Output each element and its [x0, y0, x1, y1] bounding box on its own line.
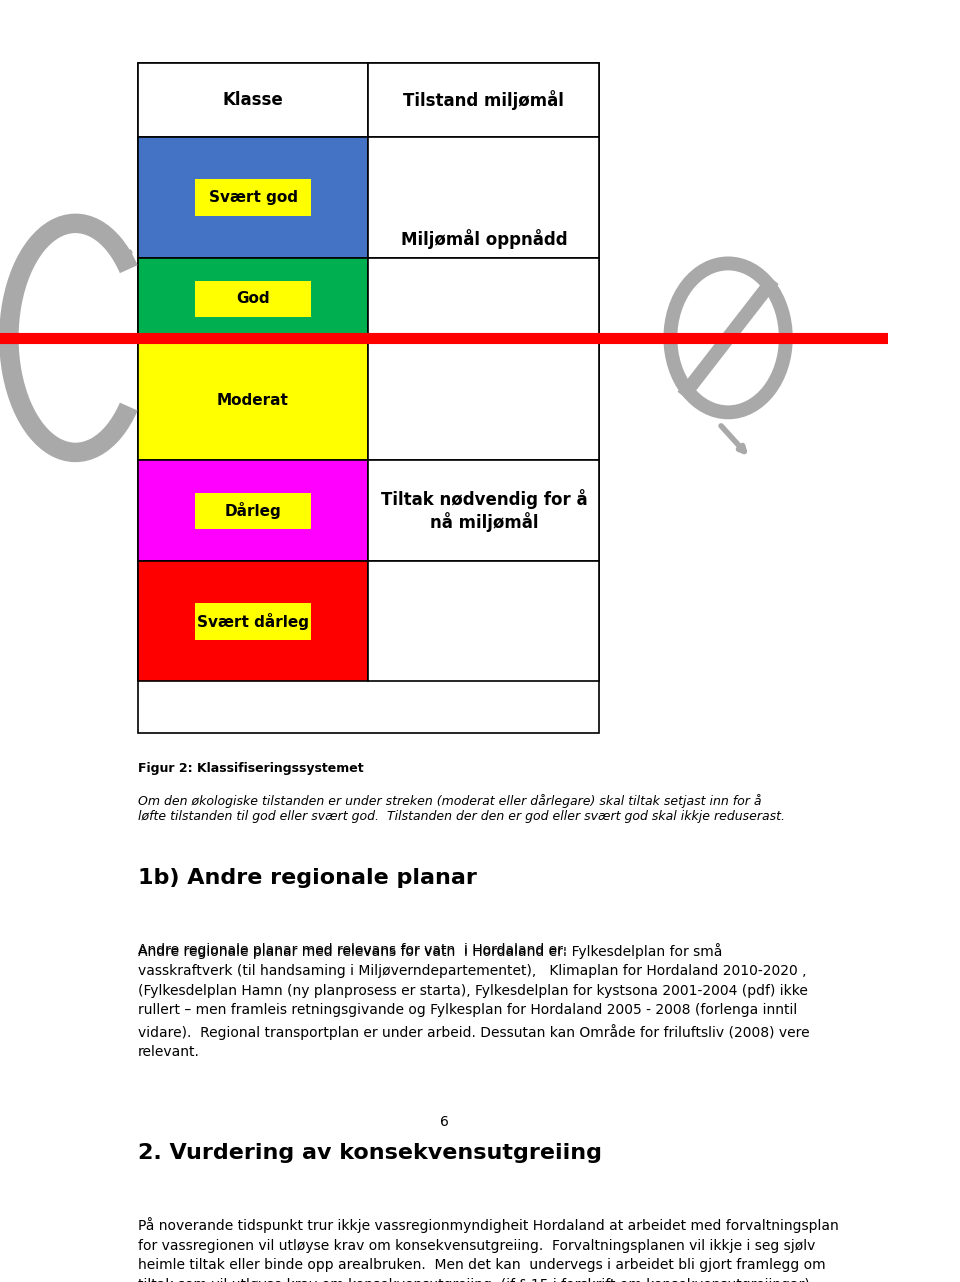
Text: Om den økologiske tilstanden er under streken (moderat eller dårlegare) skal til: Om den økologiske tilstanden er under st… — [137, 794, 784, 823]
Bar — [369, 137, 599, 258]
FancyBboxPatch shape — [195, 281, 311, 317]
Bar — [137, 258, 369, 340]
Text: Klasse: Klasse — [223, 91, 283, 109]
Text: Dårleg: Dårleg — [225, 503, 281, 519]
Text: På noverande tidspunkt trur ikkje vassregionmyndigheit Hordaland at arbeidet med: På noverande tidspunkt trur ikkje vassre… — [137, 1218, 838, 1282]
Text: Moderat: Moderat — [217, 392, 289, 408]
Bar — [137, 63, 369, 137]
FancyBboxPatch shape — [195, 492, 311, 529]
Bar — [369, 63, 599, 137]
Bar — [137, 340, 369, 460]
Text: 1b) Andre regionale planar: 1b) Andre regionale planar — [137, 868, 476, 888]
FancyBboxPatch shape — [195, 603, 311, 640]
Text: Tiltak nødvendig for å
nå miljømål: Tiltak nødvendig for å nå miljømål — [380, 490, 588, 532]
Text: Andre regionale planar med relevans for vatn  i Hordaland er: Fylkesdelplan for : Andre regionale planar med relevans for … — [137, 942, 809, 1059]
Bar — [137, 63, 599, 733]
Text: 6: 6 — [440, 1115, 448, 1129]
FancyBboxPatch shape — [195, 179, 311, 215]
Text: Andre regionale planar med relevans for vatn  i Hordaland er:: Andre regionale planar med relevans for … — [137, 942, 566, 956]
Bar — [369, 258, 599, 340]
Text: Svært dårleg: Svært dårleg — [197, 613, 309, 629]
Text: Miljømål oppnådd: Miljømål oppnådd — [400, 228, 567, 249]
Text: 2. Vurdering av konsekvensutgreiing: 2. Vurdering av konsekvensutgreiing — [137, 1144, 602, 1163]
Text: God: God — [236, 291, 270, 306]
Text: Svært god: Svært god — [208, 190, 298, 205]
Bar — [137, 137, 369, 258]
Bar — [137, 460, 369, 562]
Text: Tilstand miljømål: Tilstand miljømål — [403, 90, 564, 110]
Bar — [369, 340, 599, 460]
Text: Figur 2: Klassifiseringssystemet: Figur 2: Klassifiseringssystemet — [137, 762, 363, 774]
Bar — [369, 460, 599, 562]
FancyBboxPatch shape — [195, 382, 311, 419]
Bar — [137, 562, 369, 682]
Bar — [369, 562, 599, 682]
